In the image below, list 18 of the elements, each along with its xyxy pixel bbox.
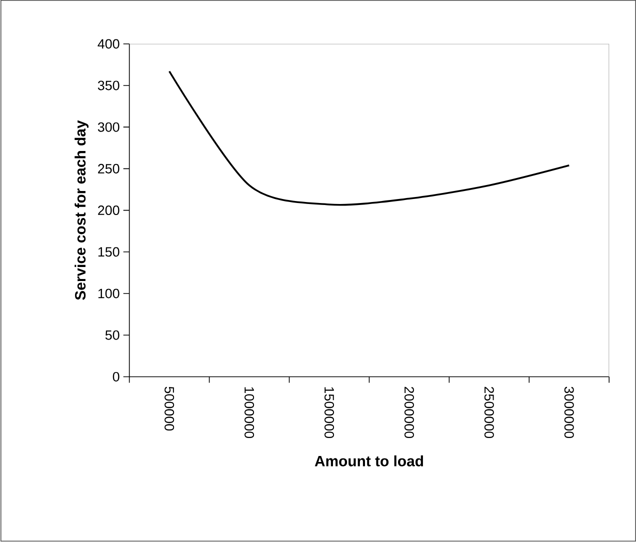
y-tick-label: 150 <box>98 247 120 257</box>
line-series <box>168 70 570 206</box>
x-tick-label: 3000000 <box>564 386 574 438</box>
y-tick-label: 350 <box>98 80 120 90</box>
x-tick-label: 2500000 <box>484 386 494 438</box>
x-tick-label: 2000000 <box>404 386 414 438</box>
x-tick-label: 1000000 <box>244 387 254 438</box>
y-tick-label: 50 <box>105 330 120 340</box>
y-tick-label: 0 <box>112 372 120 382</box>
y-tick-label: 300 <box>98 122 120 132</box>
y-tick-label: 100 <box>98 288 120 298</box>
y-tick-label: 250 <box>98 164 120 174</box>
y-tick-label: 400 <box>98 39 120 49</box>
x-tick-label: 1500000 <box>324 387 334 438</box>
y-tick-label: 200 <box>98 206 120 216</box>
x-axis-title: Amount to load <box>314 455 423 466</box>
y-axis-title: Service cost for each day <box>74 120 89 300</box>
x-tick-label: 500000 <box>164 386 174 431</box>
